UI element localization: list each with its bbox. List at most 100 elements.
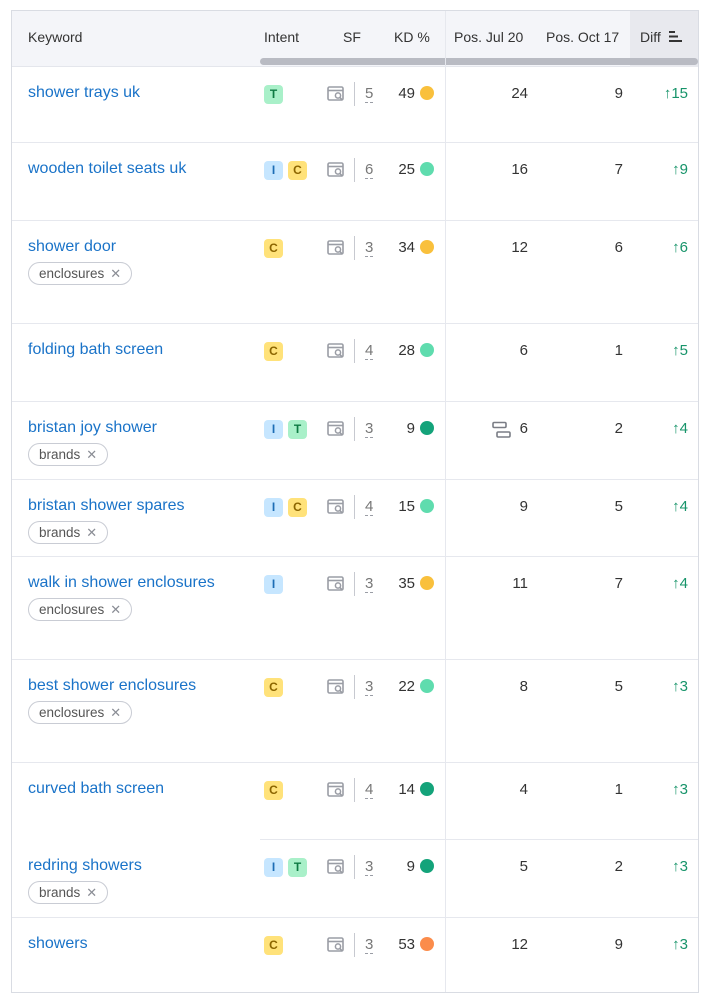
pos-oct-value: 9 [614, 936, 623, 953]
intent-badge-c: C [288, 161, 307, 180]
pos-jul-value: 12 [511, 239, 528, 256]
serp-snapshot-icon[interactable] [327, 499, 346, 516]
keyword-link[interactable]: curved bath screen [28, 780, 165, 797]
pos-oct-value: 1 [614, 781, 623, 798]
remove-tag-icon[interactable]: ✕ [110, 266, 122, 281]
keyword-tag[interactable]: brands ✕ [28, 521, 109, 544]
serp-snapshot-icon[interactable] [327, 240, 346, 257]
diff-value: ↑6 [672, 239, 688, 256]
pos-jul-value: 6 [519, 420, 528, 437]
sf-count[interactable]: 3 [365, 858, 374, 876]
header-pos-jul[interactable]: Pos. Jul 20 [454, 29, 524, 45]
sf-count[interactable]: 4 [365, 781, 374, 799]
header-diff[interactable]: Diff [640, 11, 682, 67]
tag-label: enclosures [39, 705, 105, 720]
serp-snapshot-icon[interactable] [327, 859, 346, 876]
pos-oct-value: 2 [614, 858, 623, 875]
header-diff-label: Diff [640, 29, 661, 45]
header-keyword[interactable]: Keyword [28, 29, 83, 45]
diff-value: ↑3 [672, 936, 688, 953]
sf-count[interactable]: 3 [365, 678, 374, 696]
header-pos-oct[interactable]: Pos. Oct 17 [546, 29, 620, 45]
keyword-link[interactable]: best shower enclosures [28, 677, 197, 694]
kd-value: 53 [398, 936, 415, 953]
intent-badge-i: I [264, 575, 283, 594]
header-intent[interactable]: Intent [264, 29, 300, 45]
remove-tag-icon[interactable]: ✕ [86, 447, 98, 462]
kd-difficulty-dot [420, 343, 434, 357]
keyword-link[interactable]: showers [28, 935, 88, 952]
diff-value: ↑15 [663, 85, 688, 102]
sf-count[interactable]: 3 [365, 239, 374, 257]
keyword-tag[interactable]: enclosures ✕ [28, 701, 133, 724]
remove-tag-icon[interactable]: ✕ [110, 602, 122, 617]
kd-difficulty-dot [420, 937, 434, 951]
keyword-tag[interactable]: enclosures ✕ [28, 262, 133, 285]
header-sf[interactable]: SF [343, 29, 361, 45]
keyword-link[interactable]: folding bath screen [28, 341, 164, 358]
keyword-link[interactable]: bristan shower spares [28, 497, 185, 514]
keyword-tag[interactable]: brands ✕ [28, 881, 109, 904]
sf-count[interactable]: 3 [365, 936, 374, 954]
serp-snapshot-icon[interactable] [327, 782, 346, 799]
tag-label: enclosures [39, 266, 105, 281]
kd-value: 25 [398, 161, 415, 178]
sf-count[interactable]: 3 [365, 575, 374, 593]
sf-count[interactable]: 4 [365, 342, 374, 360]
header-kd[interactable]: KD % [394, 29, 430, 45]
sf-count[interactable]: 6 [365, 161, 374, 179]
sf-count[interactable]: 5 [365, 85, 374, 103]
pos-jul-value: 9 [519, 498, 528, 515]
pos-jul-value: 16 [511, 161, 528, 178]
intent-badge-c: C [264, 781, 283, 800]
keyword-link[interactable]: redring showers [28, 857, 142, 874]
remove-tag-icon[interactable]: ✕ [86, 525, 98, 540]
row-divider [12, 323, 698, 324]
keyword-link[interactable]: walk in shower enclosures [28, 574, 215, 591]
row-divider [12, 142, 698, 143]
sf-count[interactable]: 3 [365, 420, 374, 438]
diff-header-bg [630, 11, 698, 67]
sort-desc-icon[interactable] [668, 31, 682, 42]
remove-tag-icon[interactable]: ✕ [110, 705, 122, 720]
keyword-tag[interactable]: brands ✕ [28, 443, 109, 466]
row-divider [12, 762, 698, 763]
table-header: Keyword Intent SF KD % Pos. Jul 20 Pos. … [12, 11, 698, 67]
keyword-link[interactable]: wooden toilet seats uk [28, 160, 187, 177]
keywords-table: Keyword Intent SF KD % Pos. Jul 20 Pos. … [11, 10, 699, 993]
serp-snapshot-icon[interactable] [327, 679, 346, 696]
pos-oct-value: 5 [614, 498, 623, 515]
serp-snapshot-icon[interactable] [327, 937, 346, 954]
diff-value: ↑5 [672, 342, 688, 359]
horizontal-scrollbar[interactable] [260, 58, 698, 65]
intent-badge-c: C [264, 239, 283, 258]
sf-divider [354, 778, 355, 802]
serp-snapshot-icon[interactable] [327, 343, 346, 360]
row-divider [260, 839, 698, 840]
remove-tag-icon[interactable]: ✕ [86, 885, 98, 900]
sf-count[interactable]: 4 [365, 498, 374, 516]
kd-difficulty-dot [420, 240, 434, 254]
kd-value: 15 [398, 498, 415, 515]
serp-snapshot-icon[interactable] [327, 576, 346, 593]
pos-oct-value: 7 [614, 575, 623, 592]
kd-difficulty-dot [420, 86, 434, 100]
kd-difficulty-dot [420, 162, 434, 176]
row-divider [12, 479, 698, 480]
serp-snapshot-icon[interactable] [327, 421, 346, 438]
sf-divider [354, 855, 355, 879]
keyword-tag[interactable]: enclosures ✕ [28, 598, 133, 621]
sf-divider [354, 495, 355, 519]
keyword-link[interactable]: bristan joy shower [28, 419, 157, 436]
sf-divider [354, 933, 355, 957]
table-row: walk in shower enclosures enclosures ✕ I 3 35… [12, 557, 698, 660]
keyword-link[interactable]: shower door [28, 238, 117, 255]
kd-value: 14 [398, 781, 415, 798]
serp-snapshot-icon[interactable] [327, 162, 346, 179]
table-row: folding bath screen C 4 28 6 1 ↑5 [12, 324, 698, 402]
pos-oct-value: 5 [614, 678, 623, 695]
pos-oct-value: 2 [614, 420, 623, 437]
kd-value: 34 [398, 239, 415, 256]
serp-snapshot-icon[interactable] [327, 86, 346, 103]
keyword-link[interactable]: shower trays uk [28, 84, 141, 101]
